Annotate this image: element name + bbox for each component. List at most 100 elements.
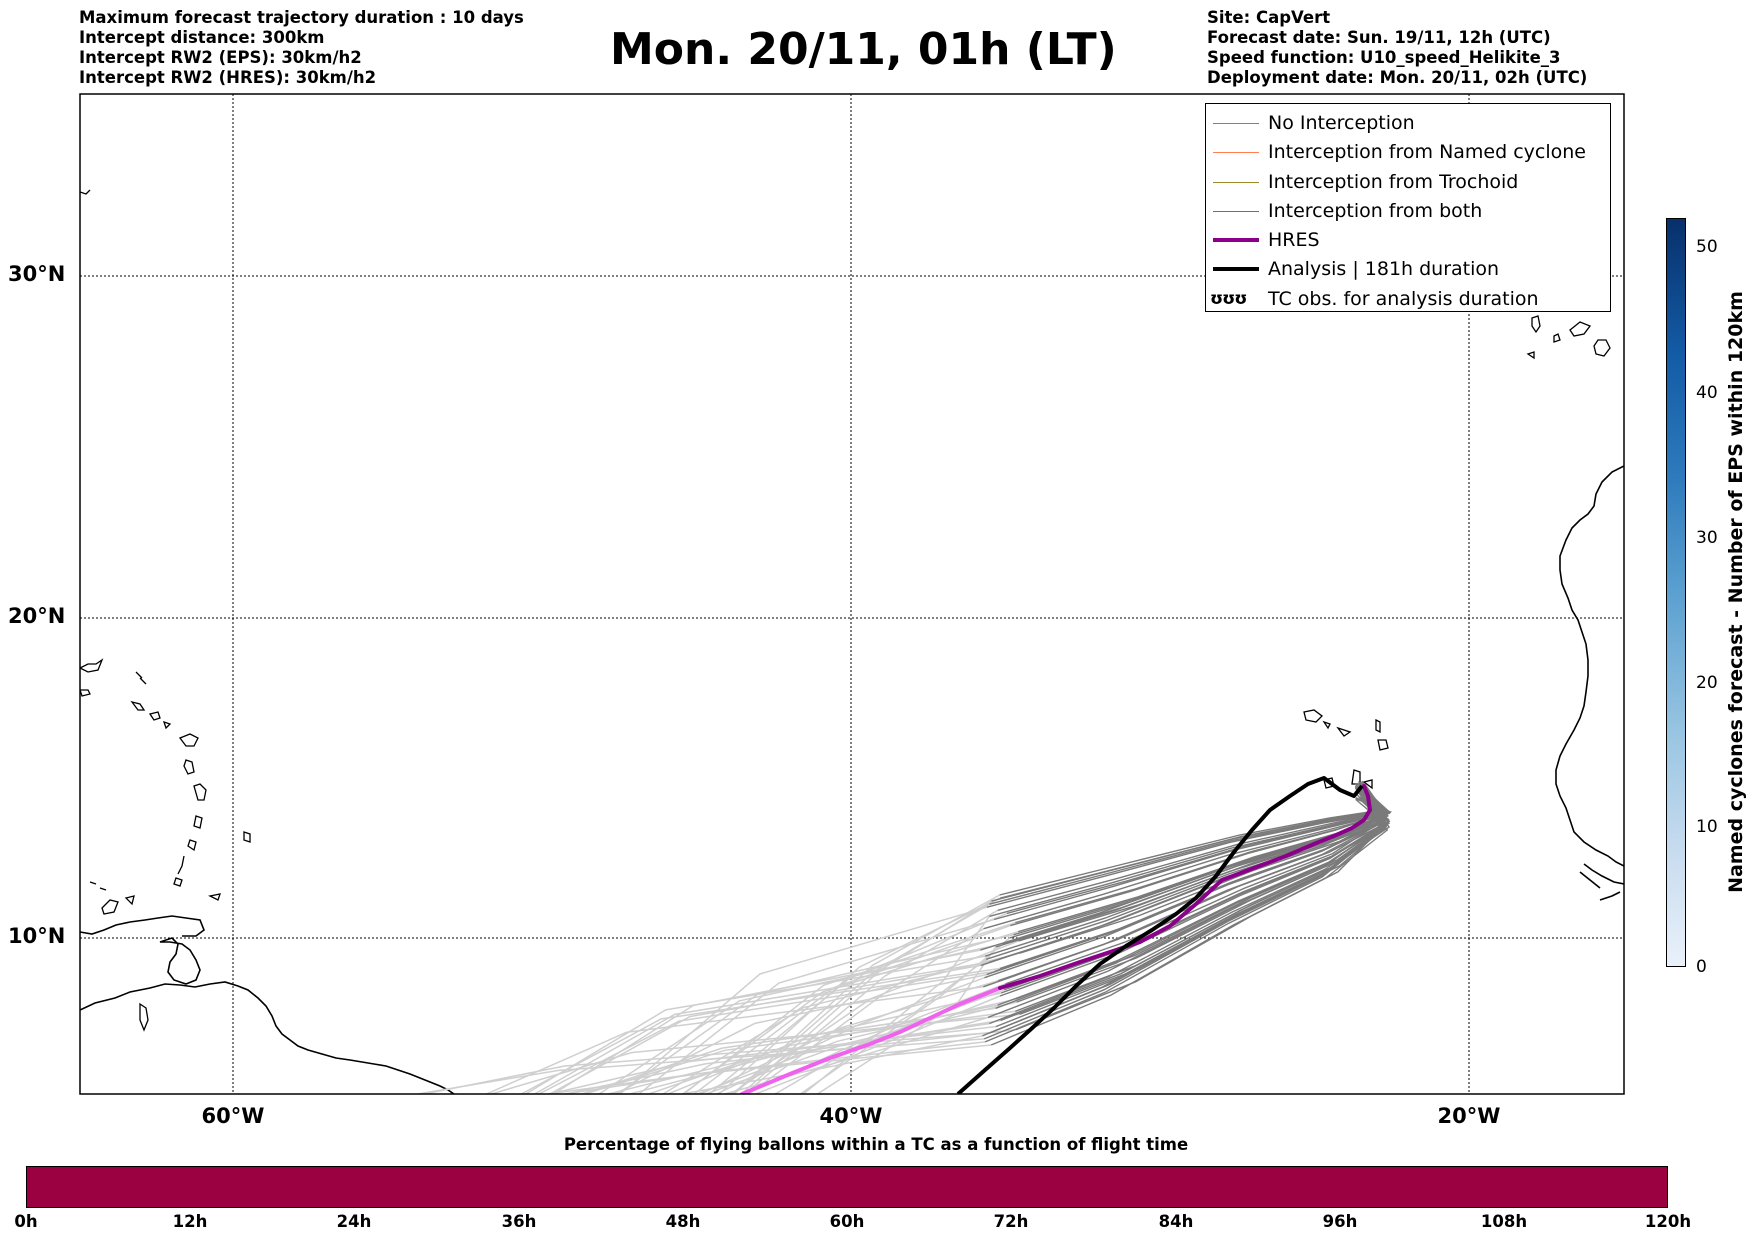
map-legend: No Interception Interception from Named … [1205,103,1611,312]
island-grenadines [177,855,185,875]
legend-item-hres: HRES [1206,226,1610,255]
island-small-4 [148,711,161,721]
colorbar-bottom-tick: 72h [993,1212,1029,1231]
legend-item-both: Interception from both [1206,197,1610,226]
colorbar-bottom-tick: 60h [829,1212,865,1231]
island-curacao [101,899,119,915]
header-line-speed-function: Speed function: U10_speed_Helikite_3 [1207,48,1561,67]
island-dominica [183,759,195,775]
colorbar-bottom-tick: 108h [1480,1212,1528,1231]
island-small-5 [162,720,172,730]
eps-trajectory-late [990,784,1389,1046]
eps-trajectory-early [538,970,995,1094]
islands [80,189,1611,1032]
eps-trajectory-early [700,979,999,1094]
lat-label-10n: 10°N [8,924,66,948]
legend-swatch-black [1213,267,1259,272]
island-aruba [89,881,107,891]
island-small-1 [80,689,91,697]
island-grenada [173,877,183,887]
island-canary-5 [1526,351,1535,360]
lat-label-30n: 30°N [8,262,66,286]
eps-trajectory-late [984,796,1382,1043]
header-right: Site: CapVert Forecast date: Sun. 19/11,… [1207,8,1587,88]
legend-label: TC obs. for analysis duration [1268,287,1539,310]
eps-trajectory-early [547,1044,992,1094]
colorbar-bottom-tick: 120h [1644,1212,1692,1231]
eps-trajectory-early [417,1038,985,1094]
header-line-duration: Maximum forecast trajectory duration : 1… [79,8,524,27]
coastline-venezuela-north [80,915,205,937]
colorbar-bottom-tick: 84h [1158,1212,1194,1231]
lon-label-20w: 20°W [1437,1104,1501,1128]
graticule [80,94,1624,1094]
header-line-rw2-hres: Intercept RW2 (HRES): 30km/h2 [79,68,377,87]
eps-trajectory-early [718,897,1001,1094]
island-cv-maio [1362,779,1373,790]
legend-item-named-cyclone: Interception from Named cyclone [1206,138,1610,167]
analysis-trajectory [956,776,1364,1094]
eps-trajectories-early [417,894,1020,1094]
legend-item-no-interception: No Interception [1206,109,1610,138]
lon-label-60w: 60°W [201,1104,265,1128]
colorbar-right-tick: 30 [1696,528,1718,548]
legend-swatch-olive [1213,181,1259,183]
eps-trajectory-early [486,986,984,1094]
legend-swatch-purple [1213,238,1259,243]
legend-label: HRES [1268,229,1320,252]
eps-trajectory-early [682,1035,983,1094]
lon-label-40w: 40°W [819,1104,883,1128]
island-bonaire [124,895,135,906]
eps-trajectory-early [565,1028,1016,1094]
legend-item-trochoid: Interception from Trochoid [1206,168,1610,197]
coastline-trinidad [159,937,201,985]
island-cv-boa-vista [1377,739,1389,751]
island-margarita [139,1002,149,1032]
legend-label: No Interception [1268,112,1415,134]
island-guadeloupe [178,733,199,747]
legend-label: Interception from Named cyclone [1268,141,1586,164]
eps-trajectory-early [491,1013,1020,1094]
legend-label: Interception from Trochoid [1268,170,1519,193]
island-cv-sal [1375,718,1381,734]
colorbar-right-tick: 40 [1696,383,1718,403]
colorbar-right-tick: 0 [1696,957,1707,977]
colorbar-right-tick: 10 [1696,817,1718,837]
colorbar-bottom-tick: 36h [501,1212,537,1231]
eps-trajectory-early [520,967,1000,1094]
island-cv-sao-nicolau [1336,726,1352,737]
colorbar-right-tick: 20 [1696,673,1718,693]
header-line-intercept-distance: Intercept distance: 300km [79,28,325,47]
legend-swatch-green [1213,210,1259,212]
coastlines [80,465,1624,1094]
island-st-vincent [187,839,197,852]
island-bermuda [80,189,91,195]
eps-trajectory-early [581,1007,996,1094]
coastline-africa-islands [1579,863,1624,901]
legend-label: Interception from both [1268,199,1483,222]
eps-trajectory-late [983,784,1385,1040]
eps-trajectory-early [549,1025,996,1094]
legend-item-analysis: Analysis | 181h duration [1206,255,1610,284]
map-frame [79,93,1625,1095]
colorbar-bottom-tick: 48h [665,1212,701,1231]
island-cv-sao-vicente [1322,720,1331,730]
header-line-rw2-eps: Intercept RW2 (EPS): 30km/h2 [79,48,362,67]
colorbar-bottom-title: Percentage of flying ballons within a TC… [563,1135,1189,1154]
island-st-lucia [193,815,203,829]
header-line-site: Site: CapVert [1207,8,1331,27]
colorbar-right-label: Named cyclones forecast - Number of EPS … [1725,291,1747,893]
island-puerto-rico [80,658,104,673]
eps-trajectory-early [682,930,1019,1094]
eps-trajectory-late [993,781,1391,921]
colorbar-right-tick: 50 [1696,237,1718,257]
colorbar-bottom-tick: 24h [336,1212,372,1231]
island-canary-3 [1569,321,1592,337]
header-line-deployment-date: Deployment date: Mon. 20/11, 02h (UTC) [1207,68,1588,87]
hres-trajectory-early [740,986,1002,1094]
colorbar-bottom-tick: 12h [172,1212,208,1231]
eps-trajectory-early [619,906,988,1094]
island-tobago [208,893,221,901]
header-left: Maximum forecast trajectory duration : 1… [79,8,524,88]
